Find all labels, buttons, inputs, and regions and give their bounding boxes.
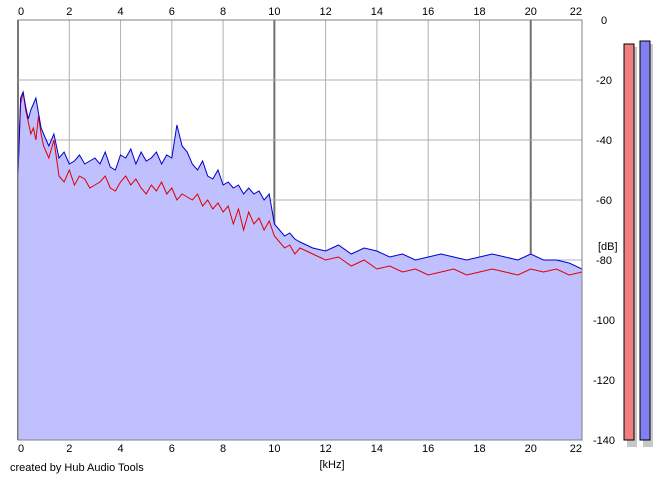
- y-axis-ticks: 0 -20 -40 -60 -80 -100 -120 -140: [593, 15, 615, 447]
- series-red-line: [18, 91, 582, 276]
- y-tick-label: -60: [596, 195, 612, 207]
- x-tick-label-bottom: 4: [117, 443, 123, 455]
- level-meter-right: [639, 40, 651, 441]
- y-tick-label: -140: [593, 435, 615, 447]
- x-tick-label-top: 16: [422, 6, 434, 18]
- y-tick-label: 0: [601, 15, 607, 27]
- x-tick-label-bottom: 6: [169, 443, 175, 455]
- y-tick-label: -80: [596, 255, 612, 267]
- x-tick-label-bottom: 14: [371, 443, 383, 455]
- x-tick-label-bottom: 12: [320, 443, 332, 455]
- x-tick-label-bottom: 8: [220, 443, 226, 455]
- x-tick-label-bottom: 18: [473, 443, 485, 455]
- x-unit-label: [kHz]: [319, 459, 344, 471]
- x-tick-label-top: 12: [320, 6, 332, 18]
- spectrum-fill-area: [18, 92, 582, 440]
- x-tick-label-top: 20: [525, 6, 537, 18]
- x-tick-label-top: 0: [18, 6, 24, 18]
- level-meters: [623, 40, 653, 447]
- x-tick-label-top: 8: [220, 6, 226, 18]
- y-tick-label: -20: [596, 75, 612, 87]
- x-tick-label-bottom: 16: [422, 443, 434, 455]
- x-tick-label-top: 18: [473, 6, 485, 18]
- y-tick-label: -40: [596, 135, 612, 147]
- x-tick-label-top: 2: [66, 6, 72, 18]
- x-tick-label-top: 10: [268, 6, 280, 18]
- x-tick-label-bottom: 2: [66, 443, 72, 455]
- level-meter-left: [623, 43, 635, 441]
- x-tick-label-top: 4: [117, 6, 123, 18]
- x-tick-label-top: 14: [371, 6, 383, 18]
- y-tick-label: -100: [593, 315, 615, 327]
- x-tick-label-bottom: 0: [18, 443, 24, 455]
- credit-text: created by Hub Audio Tools: [10, 462, 144, 474]
- y-unit-label: [dB]: [598, 241, 618, 253]
- x-tick-label-top: 22: [570, 6, 582, 18]
- x-tick-label-bottom: 20: [525, 443, 537, 455]
- y-tick-label: -120: [593, 375, 615, 387]
- x-tick-label-bottom: 10: [268, 443, 280, 455]
- series-blue-line: [18, 90, 582, 270]
- x-tick-label-top: 6: [169, 6, 175, 18]
- x-tick-label-bottom: 22: [570, 443, 582, 455]
- plot-border: [17, 19, 583, 441]
